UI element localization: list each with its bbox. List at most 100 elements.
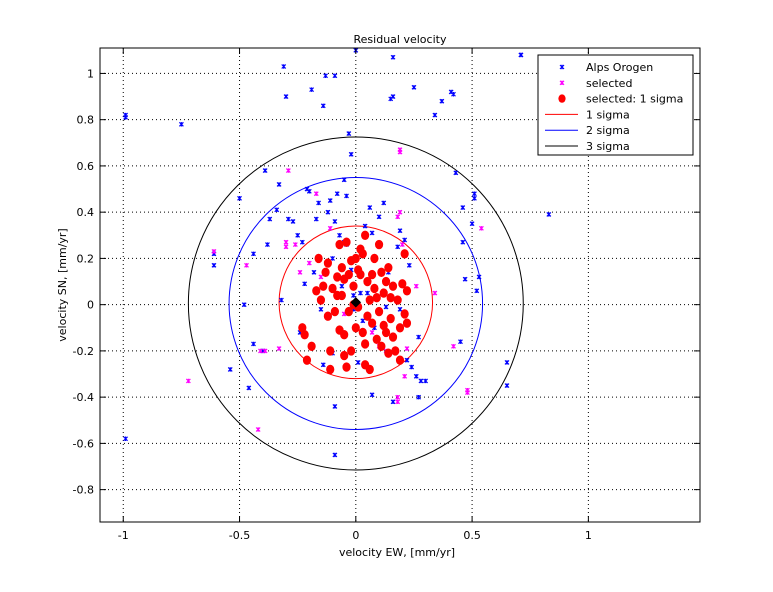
data-point-alps [318,306,324,312]
data-point-sigma1 [312,286,321,296]
data-point-sigma1 [321,267,330,277]
data-point-sigma1 [372,293,381,303]
data-point-alps [362,223,368,229]
data-point-alps [346,131,352,136]
data-point-selected [255,427,261,432]
data-point-selected [404,346,410,352]
y-tick-label: 0 [87,299,94,312]
data-point-alps [369,392,375,398]
data-point-sigma1 [381,276,391,287]
data-point-alps [390,399,396,405]
data-point-alps [416,394,422,400]
plot-area [123,48,552,471]
data-point-alps [278,297,284,303]
data-point-sigma1 [374,306,384,317]
data-point-selected [327,225,333,231]
y-tick-label: -0.6 [73,437,94,450]
data-point-alps [283,94,289,99]
data-point-alps [439,98,445,104]
data-point-sigma1 [365,295,374,305]
data-point-alps [237,195,242,201]
data-point-alps [339,283,345,289]
data-point-selected [397,209,403,215]
sigma-circle [187,136,524,471]
data-point-alps [451,91,456,97]
data-point-sigma1 [351,323,360,333]
data-point-alps [458,339,463,345]
data-point-sigma1 [319,281,328,291]
data-point-selected [465,390,470,395]
data-point-alps [418,378,424,384]
data-point-selected [451,343,456,349]
data-point-selected [395,399,401,405]
data-point-alps [267,216,273,222]
data-point-sigma1 [337,262,346,273]
data-point-sigma1 [384,348,393,358]
data-point-alps [276,181,282,187]
data-point-alps [332,403,338,409]
data-point-alps [471,191,477,197]
legend-label: selected: 1 sigma [586,93,683,106]
data-point-sigma1 [323,258,333,268]
data-point-alps [320,362,326,368]
data-point-alps [369,230,375,236]
data-point-alps [178,121,184,127]
data-point-alps [262,168,268,173]
data-point-alps [469,221,475,227]
data-point-sigma1 [363,276,372,287]
legend-label: 3 sigma [586,140,630,153]
data-point-sigma1 [395,323,405,333]
data-point-sigma1 [330,306,339,317]
data-point-sigma1 [349,281,358,291]
data-point-sigma1 [347,346,356,356]
data-point-alps [241,302,247,308]
data-point-alps [123,436,129,442]
data-point-alps [432,112,438,118]
data-point-selected [292,242,298,247]
data-point-alps [397,306,403,312]
center-marker [350,296,362,308]
data-point-sigma1 [398,279,407,289]
data-point-sigma1 [335,239,344,250]
data-point-sigma1 [344,306,353,317]
y-tick-label: -0.2 [73,345,94,358]
data-point-alps [316,200,322,206]
data-point-alps [306,188,312,194]
data-point-sigma1 [323,311,333,321]
legend-marker [559,64,565,70]
data-point-alps [395,244,401,250]
y-tick-label: 1 [87,67,94,80]
data-point-alps [281,64,287,69]
data-point-selected [185,378,191,384]
data-point-sigma1 [300,330,309,340]
data-point-sigma1 [340,330,349,340]
data-point-sigma1 [402,286,412,296]
data-point-sigma1 [388,332,398,342]
data-point-alps [332,218,338,224]
data-point-alps [367,205,373,210]
data-point-alps [334,191,340,197]
data-point-alps [325,209,331,215]
data-point-sigma1 [344,269,353,280]
data-point-sigma1 [377,341,386,351]
data-point-sigma1 [388,281,398,291]
y-tick-label: 0.8 [77,114,95,127]
axis-ticks: -1 -0.5 0 0.5 1 -0.8 -0.6 -0.4 -0.2 0 0.2 0.4 0.6 0.8… [73,48,700,542]
data-point-sigma1 [342,362,351,372]
legend-label: 2 sigma [586,124,630,137]
data-point-alps [358,290,363,296]
data-point-selected [395,214,401,220]
data-point-sigma1 [372,334,381,345]
data-point-alps [504,360,510,365]
data-point-selected [276,346,282,352]
data-point-selected [397,147,403,153]
data-point-alps [332,73,338,79]
data-point-sigma1 [384,262,393,273]
data-point-alps [381,200,387,206]
legend-label: 1 sigma [586,108,630,121]
x-tick-label: -1 [118,529,129,542]
data-point-alps [474,288,480,294]
data-point-sigma1 [326,364,335,375]
data-point-sigma1 [358,327,367,338]
